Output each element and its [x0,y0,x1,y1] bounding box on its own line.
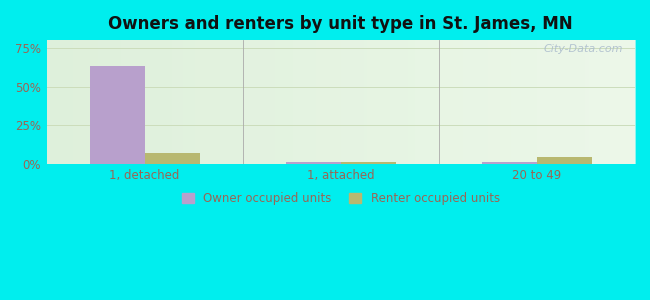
Bar [90,66,145,164]
Legend: Owner occupied units, Renter occupied units: Owner occupied units, Renter occupied un… [177,188,504,210]
Bar [482,162,537,164]
Title: Owners and renters by unit type in St. James, MN: Owners and renters by unit type in St. J… [109,15,573,33]
Bar [341,162,396,164]
Text: City-Data.com: City-Data.com [544,44,623,54]
Bar [537,157,592,164]
Bar [145,153,200,164]
Bar [286,162,341,164]
